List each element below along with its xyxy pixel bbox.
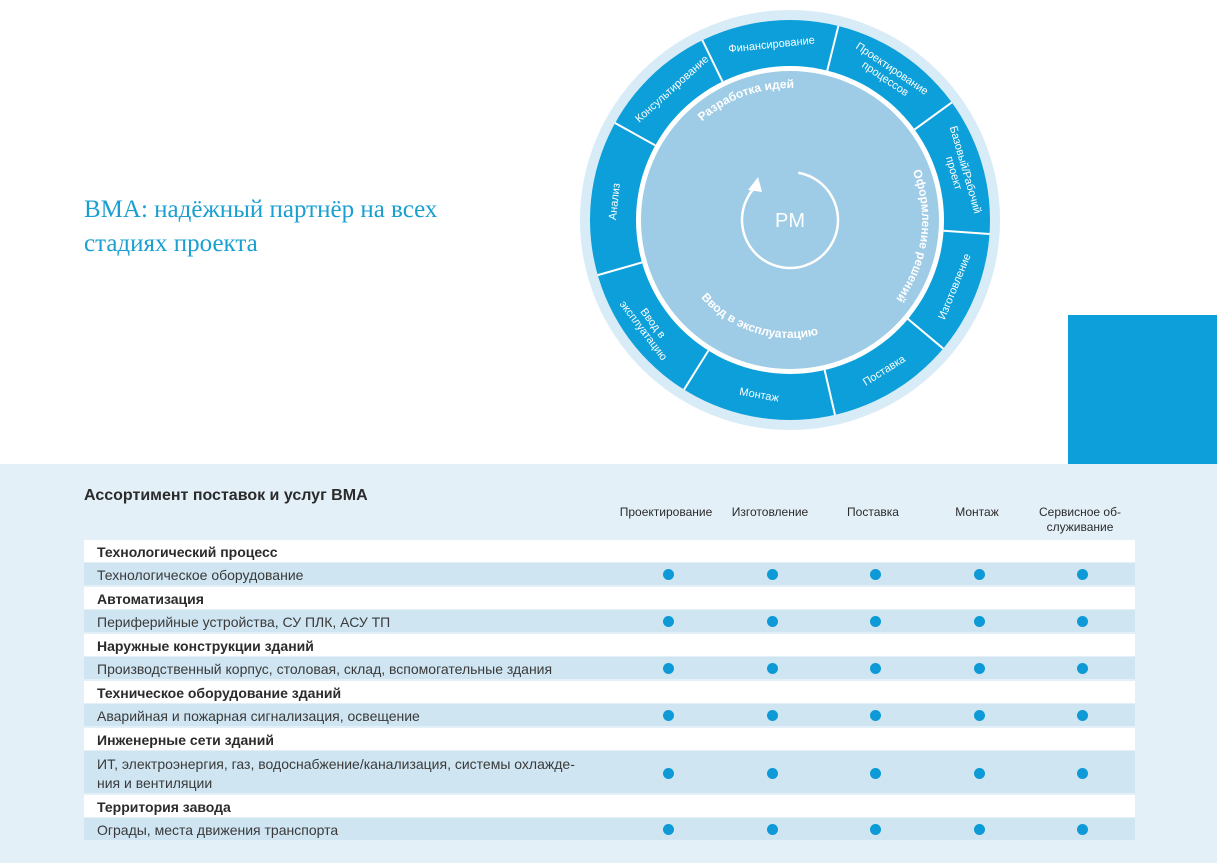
service-dot-icon	[663, 569, 674, 580]
service-dot-icon	[974, 616, 985, 627]
service-dot-icon	[767, 824, 778, 835]
column-header: Проектирование	[619, 505, 713, 519]
service-dot-icon	[767, 768, 778, 779]
service-dot-icon	[1077, 824, 1088, 835]
row-label: Аварийная и пожарная сигнализация, освещ…	[97, 708, 420, 724]
wheel-inner-disk	[641, 71, 939, 369]
service-dot-icon	[663, 824, 674, 835]
column-header: Изготовление	[731, 505, 809, 519]
category-label: Наружные конструкции зданий	[97, 638, 314, 654]
segment-divider	[907, 318, 944, 350]
service-dot-icon	[870, 616, 881, 627]
row-label: Технологическое оборудование	[97, 567, 304, 583]
column-header: Поставка	[847, 505, 899, 519]
project-stages-wheel: Финансирование ПроектированиепроцессовБаз…	[580, 10, 1000, 430]
cycle-arrow-icon	[740, 171, 840, 270]
table-row: Периферийные устройства, СУ ПЛК, АСУ ТП	[84, 610, 1135, 632]
service-dot-icon	[767, 569, 778, 580]
table-row: ИТ, электроэнергия, газ, водоснабжение/к…	[84, 751, 1135, 793]
table-title: Ассортимент поставок и услуг BMA	[84, 487, 368, 504]
service-dot-icon	[974, 569, 985, 580]
category-row: Техническое оборудование зданий	[84, 681, 1135, 703]
segment-divider	[597, 261, 643, 277]
category-label: Технологический процесс	[97, 544, 278, 560]
category-label: Техническое оборудование зданий	[97, 685, 342, 701]
segment-label: Анализ	[607, 183, 623, 221]
service-dot-icon	[663, 663, 674, 674]
service-dot-icon	[974, 663, 985, 674]
service-dot-icon	[767, 663, 778, 674]
row-label: Производственный корпус, столовая, склад…	[97, 661, 553, 677]
segment-divider	[943, 229, 990, 235]
row-label: Периферийные устройства, СУ ПЛК, АСУ ТП	[97, 614, 391, 630]
column-header: Сервисное об-служивание	[1039, 505, 1121, 534]
service-dot-icon	[663, 710, 674, 721]
service-dot-icon	[663, 768, 674, 779]
service-dot-icon	[870, 768, 881, 779]
category-label: Инженерные сети зданий	[97, 732, 274, 748]
service-dot-icon	[1077, 710, 1088, 721]
row-label: ИТ, электроэнергия, газ, водоснабжение/к…	[97, 756, 575, 791]
service-dot-icon	[663, 616, 674, 627]
service-dot-icon	[767, 616, 778, 627]
page-headline: BMA: надёжный партнёр на всех стадиях пр…	[84, 196, 438, 257]
service-dot-icon	[870, 663, 881, 674]
service-dot-icon	[767, 710, 778, 721]
service-dot-icon	[870, 824, 881, 835]
decorative-blue-block	[1068, 315, 1217, 464]
row-label: Ограды, места движения транспорта	[97, 822, 339, 838]
table-row: Технологическое оборудование	[84, 563, 1135, 585]
table-row: Аварийная и пожарная сигнализация, освещ…	[84, 704, 1135, 726]
service-dot-icon	[1077, 768, 1088, 779]
service-dot-icon	[870, 710, 881, 721]
category-row: Инженерные сети зданий	[84, 728, 1135, 750]
segment-divider	[826, 25, 840, 71]
service-dot-icon	[1077, 569, 1088, 580]
segment-divider	[701, 39, 724, 83]
category-label: Территория завода	[97, 799, 231, 815]
table-row: Производственный корпус, столовая, склад…	[84, 657, 1135, 679]
category-row: Технологический процесс	[84, 540, 1135, 562]
service-dot-icon	[1077, 616, 1088, 627]
column-header: Монтаж	[955, 505, 999, 519]
category-row: Территория завода	[84, 795, 1135, 817]
segment-divider	[914, 101, 953, 131]
service-dot-icon	[974, 824, 985, 835]
segment-divider	[614, 122, 656, 147]
service-dot-icon	[974, 710, 985, 721]
segment-divider	[683, 350, 710, 391]
service-dot-icon	[1077, 663, 1088, 674]
center-label: PM	[775, 210, 805, 232]
category-label: Автоматизация	[97, 591, 204, 607]
service-dot-icon	[974, 768, 985, 779]
table-row: Ограды, места движения транспорта	[84, 818, 1135, 840]
arrowhead-icon	[748, 177, 763, 193]
category-row: Автоматизация	[84, 587, 1135, 609]
service-dot-icon	[870, 569, 881, 580]
segment-divider	[823, 369, 836, 416]
category-row: Наружные конструкции зданий	[84, 634, 1135, 656]
